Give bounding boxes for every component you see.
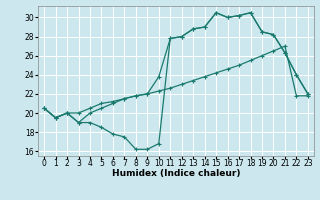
X-axis label: Humidex (Indice chaleur): Humidex (Indice chaleur) — [112, 169, 240, 178]
